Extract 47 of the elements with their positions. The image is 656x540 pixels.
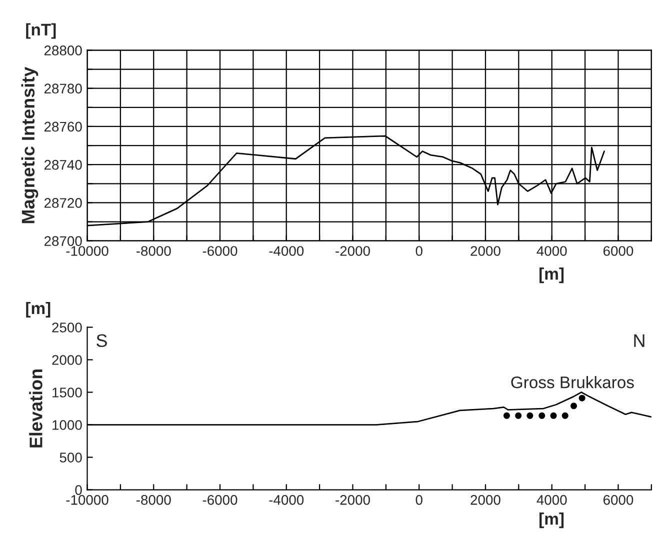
y-tick-label: 28800 <box>44 46 82 56</box>
y-tick-label: 28760 <box>44 122 82 132</box>
y-tick-label: 2500 <box>52 322 82 332</box>
y-axis-title: Magnetic Intensity <box>21 66 38 224</box>
x-tick-label: 4000 <box>536 495 567 505</box>
x-tick-label: -4000 <box>269 246 304 256</box>
point <box>538 412 546 419</box>
y-tick-label: 1000 <box>52 420 82 430</box>
x-tick-label: -10000 <box>66 495 108 505</box>
annotation: S <box>96 334 107 348</box>
y-tick-label: 28700 <box>44 236 82 246</box>
y-tick-label: 500 <box>60 452 82 462</box>
point <box>550 412 557 419</box>
x-tick-label: 0 <box>416 246 422 256</box>
text: [m] <box>26 302 50 318</box>
x-tick-label: -4000 <box>269 495 304 505</box>
annotation: N <box>634 334 644 347</box>
annotation: Gross Brukkaros <box>511 376 634 388</box>
text: [nT] <box>26 23 56 39</box>
y-tick-label: 28780 <box>44 84 82 94</box>
x-tick-label: -8000 <box>136 495 171 505</box>
y-tick-label: 1500 <box>52 388 82 398</box>
x-axis-title: [m] <box>540 268 564 284</box>
point <box>562 412 568 419</box>
y-tick-label: 0 <box>75 485 82 495</box>
y-tick-label: 28720 <box>44 198 82 208</box>
point <box>503 412 510 419</box>
x-tick-label: 4000 <box>536 246 567 256</box>
x-tick-label: 2000 <box>470 495 500 505</box>
x-tick-label: -6000 <box>202 495 238 505</box>
y-tick-label: 28740 <box>44 160 82 170</box>
y-axis-title: Elevation <box>29 369 42 448</box>
point <box>578 394 586 402</box>
x-tick-label: -10000 <box>66 246 108 256</box>
x-axis-title: [m] <box>540 512 564 528</box>
x-tick-label: 6000 <box>603 246 634 256</box>
x-tick-label: -2000 <box>336 246 370 256</box>
x-tick-label: -8000 <box>136 246 171 256</box>
x-tick-label: 0 <box>416 495 422 505</box>
x-tick-label: -2000 <box>336 495 370 505</box>
point <box>570 402 578 410</box>
point <box>526 412 534 419</box>
point <box>515 412 522 419</box>
x-tick-label: -6000 <box>202 246 238 256</box>
x-tick-label: 6000 <box>603 495 634 505</box>
y-tick-label: 2000 <box>52 355 82 365</box>
x-tick-label: 2000 <box>470 246 500 256</box>
